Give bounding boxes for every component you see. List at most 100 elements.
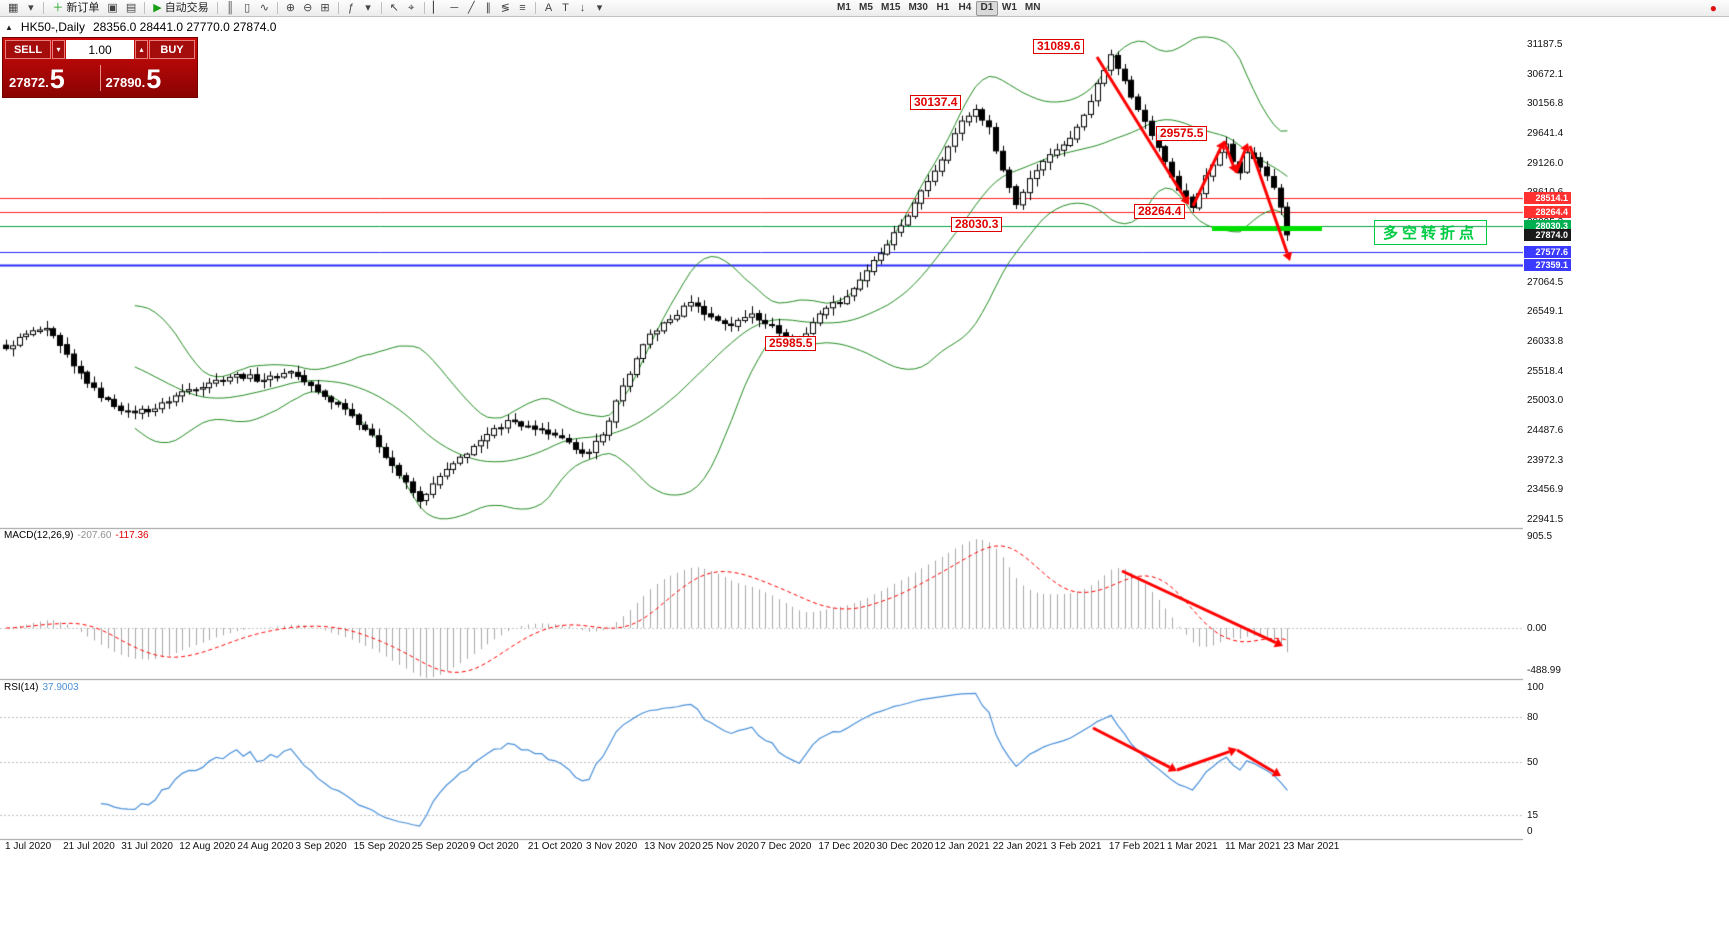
- price-annotation-box[interactable]: 28264.4: [1134, 204, 1186, 219]
- date-label: 21 Oct 2020: [527, 841, 583, 852]
- text-icon[interactable]: A: [540, 1, 557, 16]
- fibonacci-icon[interactable]: ≶: [497, 1, 514, 16]
- price-annotation-box[interactable]: 25985.5: [765, 336, 817, 351]
- ohlc-values: 28356.0 28441.0 27770.0 27874.0: [92, 20, 277, 34]
- crosshair-icon[interactable]: ⌖: [403, 1, 420, 16]
- price-annotation-box[interactable]: 30137.4: [910, 95, 962, 110]
- buy-button[interactable]: BUY: [149, 40, 195, 59]
- toolbar-separator: [380, 2, 382, 14]
- zoom-in-icon[interactable]: ⊕: [282, 1, 299, 16]
- price-axis-label: 22941.5: [1527, 514, 1564, 525]
- new-chart-icon[interactable]: ▦: [4, 1, 22, 16]
- price-annotation-box[interactable]: 31089.6: [1033, 39, 1085, 54]
- price-axis-label: 26033.8: [1527, 335, 1564, 347]
- text-label-icon[interactable]: T: [557, 1, 574, 16]
- cursor-icon: ↖: [389, 1, 399, 14]
- macd-name: MACD(12,26,9): [4, 530, 74, 541]
- sell-price[interactable]: 27872. 5: [9, 64, 95, 95]
- bar-chart-icon: ║: [226, 1, 235, 14]
- shapes-icon[interactable]: ≡: [514, 1, 531, 16]
- date-label: 31 Jul 2020: [121, 841, 173, 852]
- trendline-icon[interactable]: ╱: [463, 1, 480, 16]
- time-axis[interactable]: 1 Jul 2020 21 Jul 2020 31 Jul 2020 12 Aug 2…: [0, 841, 1523, 858]
- date-label: 12 Aug 2020: [179, 841, 236, 852]
- date-label: 22 Jan 2021: [992, 841, 1048, 852]
- chart-window-icon[interactable]: ▣: [103, 1, 121, 16]
- macd-axis-label: 0.00: [1527, 623, 1547, 634]
- profile-icon[interactable]: ▤: [122, 1, 140, 16]
- line-chart-icon[interactable]: ∿: [256, 1, 273, 16]
- volume-input[interactable]: [66, 40, 134, 59]
- date-label: 12 Jan 2021: [934, 841, 990, 852]
- sell-button[interactable]: SELL: [5, 40, 51, 59]
- indicator-list-icon[interactable]: ▾: [360, 1, 377, 16]
- chart-list-icon: ▾: [28, 1, 34, 14]
- date-label: 21 Jul 2020: [63, 841, 115, 852]
- zoom-out-icon[interactable]: ⊖: [299, 1, 316, 16]
- price-annotation-box[interactable]: 29575.5: [1156, 126, 1208, 141]
- new-order-button[interactable]: ＋新订单: [48, 1, 103, 16]
- volume-increase-button[interactable]: ▴: [135, 40, 148, 59]
- price-axis-label: 23972.3: [1527, 454, 1564, 466]
- timeframe-mn[interactable]: MN: [1024, 2, 1041, 13]
- date-label: 24 Aug 2020: [237, 841, 294, 852]
- date-label: 1 Jul 2020: [5, 841, 52, 852]
- channel-icon[interactable]: ∥: [480, 1, 497, 16]
- chart-ohlc-header: ▲ HK50-,Daily 28356.0 28441.0 27770.0 27…: [5, 20, 276, 34]
- date-label: 25 Sep 2020: [411, 841, 469, 852]
- arrows-tool-icon[interactable]: ↓: [574, 1, 591, 16]
- timeframe-d1[interactable]: D1: [975, 0, 998, 16]
- arrow-list-icon: ▾: [596, 1, 603, 14]
- timeframe-h1[interactable]: H1: [936, 2, 950, 13]
- timeframe-m30[interactable]: M30: [908, 2, 928, 13]
- profile-icon: ▤: [125, 1, 137, 14]
- volume-decrease-button[interactable]: ▾: [52, 40, 65, 59]
- date-label: 25 Nov 2020: [702, 841, 759, 852]
- candlestick-chart-icon[interactable]: ▯: [239, 1, 256, 16]
- price-axis[interactable]: 31187.530672.130156.829641.429126.028610…: [1523, 0, 1572, 860]
- text-label-icon: T: [562, 1, 569, 14]
- one-click-trade-panel: SELL ▾ ▴ BUY 27872.5 27890.5: [2, 37, 198, 98]
- rsi-axis-label: 100: [1527, 682, 1544, 693]
- macd-indicator-label: MACD(12,26,9) -207.60 -117.36: [4, 530, 149, 541]
- macd-signal-value: -117.36: [115, 530, 149, 541]
- rsi-name: RSI(14): [4, 682, 39, 693]
- timeframe-m1[interactable]: M1: [837, 2, 851, 13]
- bar-chart-icon[interactable]: ║: [222, 1, 239, 16]
- timeframe-m5[interactable]: M5: [859, 2, 873, 13]
- chart-list-icon[interactable]: ▾: [22, 1, 39, 16]
- arrow-list-icon[interactable]: ▾: [591, 1, 608, 16]
- buy-price[interactable]: 27890. 5: [106, 66, 192, 93]
- channel-icon: ∥: [485, 1, 492, 14]
- toolbar-separator: [144, 2, 146, 14]
- date-label: 13 Nov 2020: [644, 841, 701, 852]
- timeframe-m15[interactable]: M15: [881, 2, 901, 13]
- autotrading-button[interactable]: ▶ 自动交易: [149, 1, 212, 16]
- turning-point-label[interactable]: 多空转折点: [1374, 220, 1488, 245]
- vertical-line-icon[interactable]: ▏: [429, 1, 446, 16]
- price-tag: 27577.6: [1524, 246, 1571, 258]
- cursor-icon[interactable]: ↖: [386, 1, 403, 16]
- indicators-icon[interactable]: ƒ: [343, 1, 360, 16]
- fibonacci-icon: ≶: [500, 1, 510, 14]
- trendline-icon: ╱: [467, 1, 475, 14]
- price-annotation-box[interactable]: 28030.3: [951, 217, 1003, 232]
- community-icon[interactable]: ●: [1709, 1, 1717, 15]
- price-axis-label: 30672.1: [1527, 68, 1564, 80]
- collapse-icon[interactable]: ▲: [5, 22, 13, 32]
- main-toolbar: ▦ ▾ ＋新订单 ▣ ▤ ▶ 自动交易 ║ ▯ ∿ ⊕ ⊖ ⊞ ƒ ▾ ↖ ⌖ ▏ ─ ╱ ∥ ≶ ≡ A T ↓ ▾ M1 M5 M15…: [0, 0, 1729, 17]
- sell-price-big: 5: [49, 64, 65, 95]
- toolbar-separator: [423, 2, 425, 14]
- tile-windows-icon[interactable]: ⊞: [316, 1, 333, 16]
- horizontal-line-icon[interactable]: ─: [446, 1, 463, 16]
- timeframe-h4[interactable]: H4: [958, 2, 972, 13]
- timeframe-w1[interactable]: W1: [1001, 2, 1017, 13]
- shapes-icon: ≡: [519, 1, 526, 14]
- date-label: 3 Sep 2020: [295, 841, 347, 852]
- timeframe-group: M1 M5 M15 M30 H1 H4 D1 W1 MN: [833, 0, 1044, 16]
- new-order-icon: ＋: [52, 1, 64, 14]
- price-tag: 28514.1: [1524, 192, 1571, 204]
- date-label: 15 Sep 2020: [353, 841, 411, 852]
